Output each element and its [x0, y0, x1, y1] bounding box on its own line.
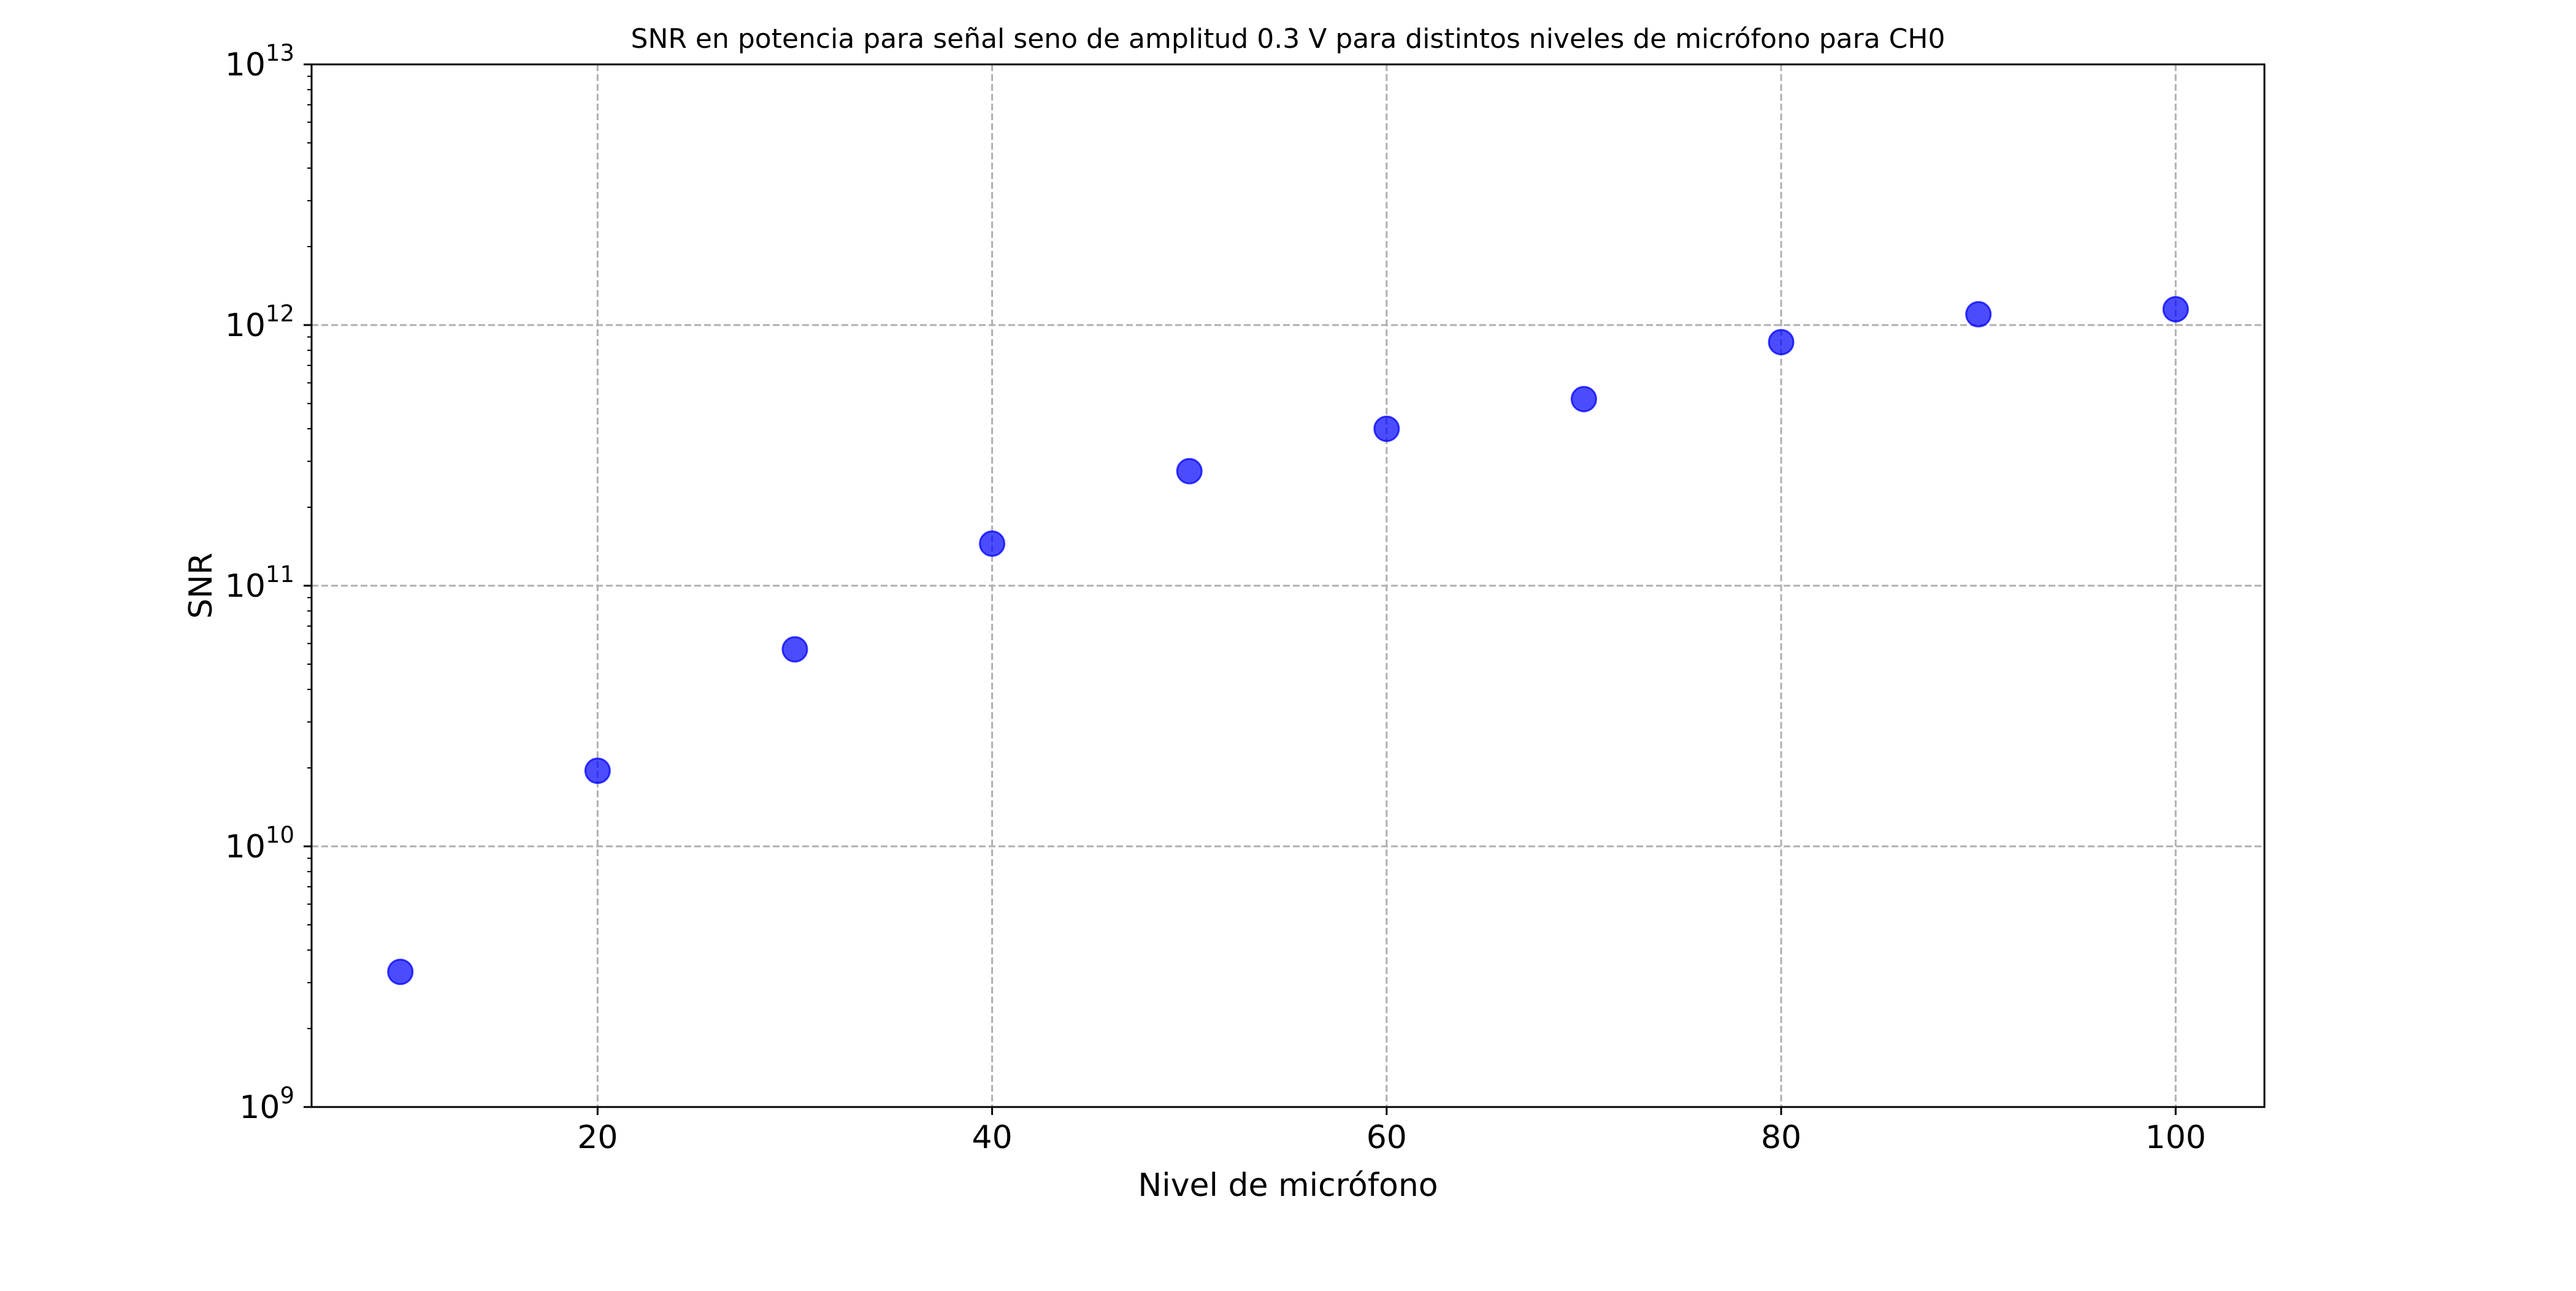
x-tick-label: 80 [1761, 1119, 1801, 1156]
y-tick-base: 10 [239, 1089, 280, 1126]
plot-frame [310, 63, 2266, 1108]
x-axis-label: Nivel de micrófono [1138, 1167, 1438, 1204]
data-point [2162, 296, 2189, 323]
y-tick-exponent: 10 [266, 822, 294, 848]
x-tick-label: 100 [2145, 1119, 2206, 1156]
data-point [584, 757, 611, 784]
grid-layer [312, 64, 2264, 1107]
y-axis-label: SNR [183, 553, 220, 619]
y-tick-base: 10 [225, 307, 266, 344]
y-tick-base: 10 [225, 829, 266, 865]
data-point [1176, 458, 1203, 485]
y-tick-label: 109 [239, 1082, 294, 1126]
y-tick-base: 10 [225, 568, 266, 605]
data-point [979, 530, 1006, 557]
y-tick-label: 1010 [225, 822, 294, 865]
data-point [1965, 301, 1992, 328]
y-tick-exponent: 9 [280, 1082, 294, 1109]
chart-title: SNR en potencia para señal seno de ampli… [631, 23, 1945, 55]
y-tick-exponent: 13 [266, 40, 294, 66]
x-tick-label: 40 [972, 1119, 1012, 1156]
data-point [1570, 386, 1597, 413]
data-point [387, 959, 414, 986]
data-point [1373, 415, 1400, 442]
x-tick-label: 20 [577, 1119, 618, 1156]
y-tick-base: 10 [225, 47, 266, 83]
y-tick-label: 1012 [225, 301, 294, 344]
y-tick-label: 1011 [225, 561, 294, 605]
data-point [1768, 329, 1795, 356]
x-tick-label: 60 [1367, 1119, 1407, 1156]
point-layer [387, 296, 2189, 986]
y-tick-label: 1013 [225, 40, 294, 83]
y-tick-exponent: 11 [266, 561, 294, 588]
y-tick-exponent: 12 [266, 301, 294, 327]
data-point [781, 636, 808, 663]
